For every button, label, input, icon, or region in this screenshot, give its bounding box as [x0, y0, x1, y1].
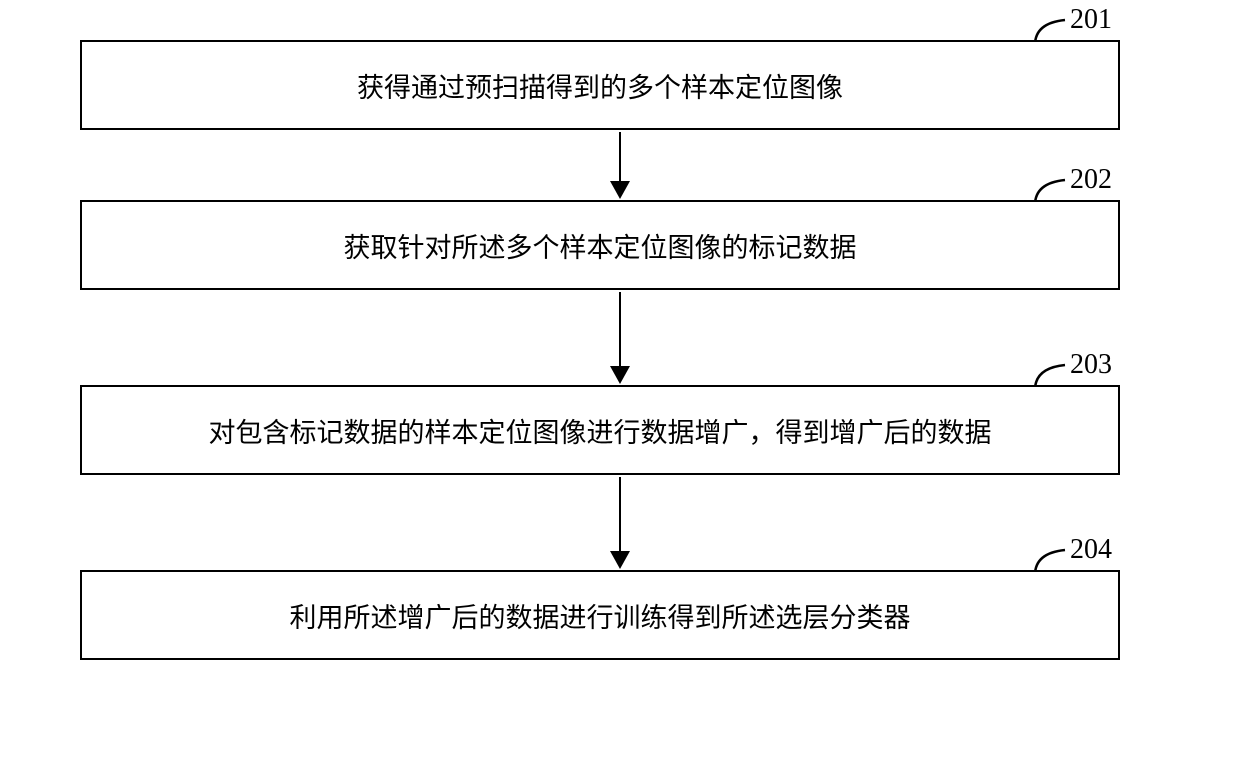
step-2-text: 获取针对所述多个样本定位图像的标记数据 — [344, 226, 857, 265]
arrow-2 — [50, 290, 1190, 385]
step-2-label: 202 — [1070, 164, 1112, 196]
step-1-text: 获得通过预扫描得到的多个样本定位图像 — [357, 66, 843, 105]
step-4-text: 利用所述增广后的数据进行训练得到所述选层分类器 — [290, 596, 911, 635]
step-2-box: 获取针对所述多个样本定位图像的标记数据 — [80, 200, 1120, 290]
step-3-text: 对包含标记数据的样本定位图像进行数据增广，得到增广后的数据 — [209, 411, 992, 450]
step-1-wrapper: 201 获得通过预扫描得到的多个样本定位图像 — [50, 40, 1190, 130]
step-1-label: 201 — [1070, 4, 1112, 36]
step-1-box: 获得通过预扫描得到的多个样本定位图像 — [80, 40, 1120, 130]
step-3-box: 对包含标记数据的样本定位图像进行数据增广，得到增广后的数据 — [80, 385, 1120, 475]
step-4-box: 利用所述增广后的数据进行训练得到所述选层分类器 — [80, 570, 1120, 660]
arrow-3 — [50, 475, 1190, 570]
step-4-label: 204 — [1070, 534, 1112, 566]
arrow-1 — [50, 130, 1190, 200]
step-3-label: 203 — [1070, 349, 1112, 381]
flowchart-container: 201 获得通过预扫描得到的多个样本定位图像 202 获取针对所述多个样本定位图… — [0, 0, 1240, 775]
step-3-wrapper: 203 对包含标记数据的样本定位图像进行数据增广，得到增广后的数据 — [50, 385, 1190, 475]
step-4-wrapper: 204 利用所述增广后的数据进行训练得到所述选层分类器 — [50, 570, 1190, 660]
step-2-wrapper: 202 获取针对所述多个样本定位图像的标记数据 — [50, 200, 1190, 290]
